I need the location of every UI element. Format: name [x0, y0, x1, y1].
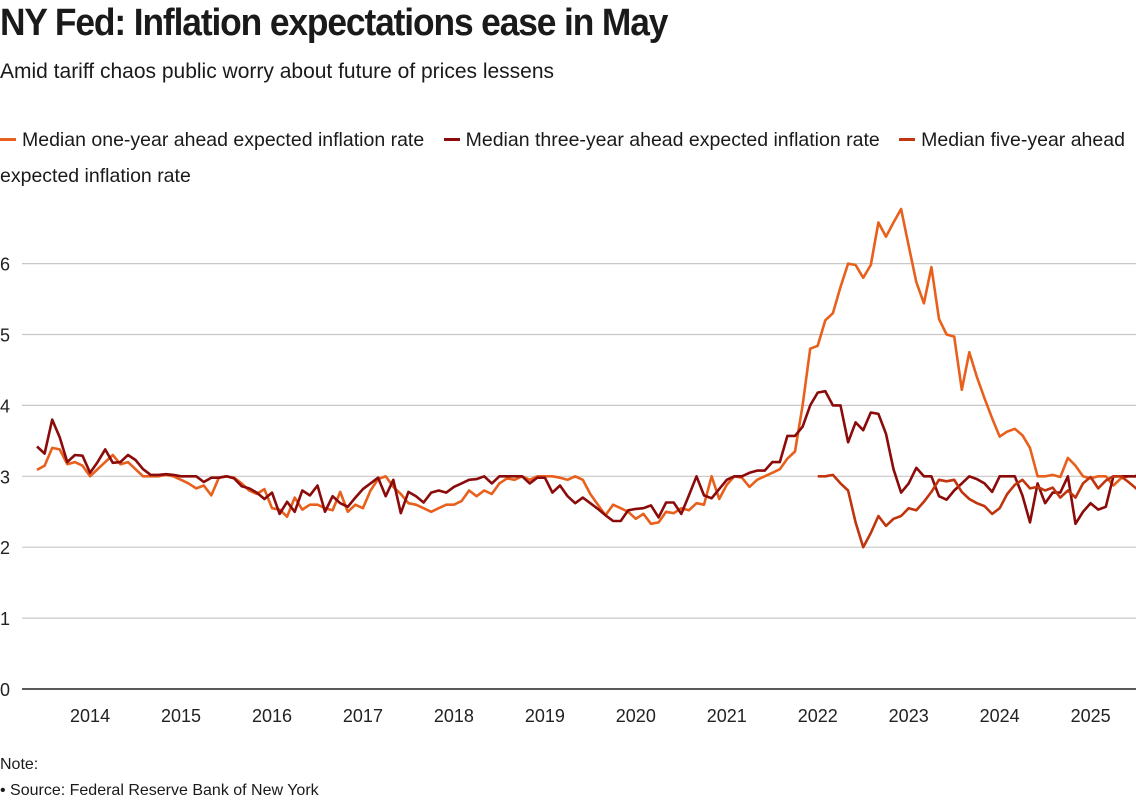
legend-item-one-year[interactable]: Median one-year ahead expected inflation… [0, 129, 430, 151]
x-tick-label: 2021 [707, 706, 747, 726]
legend-item-five-year[interactable]: Median five-year ahead expected inflatio… [0, 129, 1125, 187]
legend-swatch-three-year [443, 138, 460, 142]
x-tick-label: 2015 [161, 706, 201, 726]
legend-swatch-one-year [0, 138, 16, 142]
series-lines [36, 207, 1136, 549]
x-tick-label: 2019 [525, 706, 565, 726]
x-tick-label: 2018 [434, 706, 474, 726]
gridlines [22, 263, 1136, 690]
y-tick-label: 1 [0, 609, 10, 629]
chart-title: NY Fed: Inflation expectations ease in M… [0, 2, 668, 44]
y-tick-label: 0 [0, 680, 10, 700]
legend-item-three-year[interactable]: Median three-year ahead expected inflati… [443, 129, 886, 151]
legend-label-three-year: Median three-year ahead expected inflati… [465, 129, 880, 151]
legend: Median one-year ahead expected inflation… [0, 122, 1136, 194]
legend-swatch-five-year [899, 138, 916, 142]
y-tick-label: 4 [0, 396, 10, 416]
note-label: Note: [0, 756, 39, 773]
y-tick-label: 3 [0, 467, 10, 487]
y-tick-label: 6 [0, 255, 10, 275]
legend-label-one-year: Median one-year ahead expected inflation… [22, 129, 425, 151]
chart-subtitle: Amid tariff chaos public worry about fut… [0, 60, 555, 83]
x-tick-label: 2024 [980, 706, 1020, 726]
x-tick-label: 2023 [889, 706, 929, 726]
legend-label-five-year: Median five-year ahead expected inflatio… [0, 129, 1125, 187]
x-tick-label: 2017 [343, 706, 383, 726]
line-chart: 0 1 2 3 4 5 6 2014 2015 2016 2017 2018 2019 2020 2021… [0, 207, 1136, 726]
y-axis-ticks: 0 1 2 3 4 5 6 [0, 255, 10, 700]
chart-note: Note: • Source: Federal Reserve Bank of … [0, 752, 319, 804]
x-tick-label: 2020 [616, 706, 656, 726]
source-text: • Source: Federal Reserve Bank of New Yo… [0, 782, 319, 799]
x-tick-label: 2022 [798, 706, 838, 726]
y-tick-label: 2 [0, 538, 10, 558]
series-line-three-year[interactable] [36, 389, 1136, 526]
x-tick-label: 2014 [70, 706, 110, 726]
x-axis-ticks: 2014 2015 2016 2017 2018 2019 2020 2021 2022 2023… [70, 706, 1111, 726]
x-tick-label: 2025 [1071, 706, 1111, 726]
y-tick-label: 5 [0, 326, 10, 346]
x-tick-label: 2016 [252, 706, 292, 726]
series-line-five-year[interactable] [817, 473, 1136, 549]
